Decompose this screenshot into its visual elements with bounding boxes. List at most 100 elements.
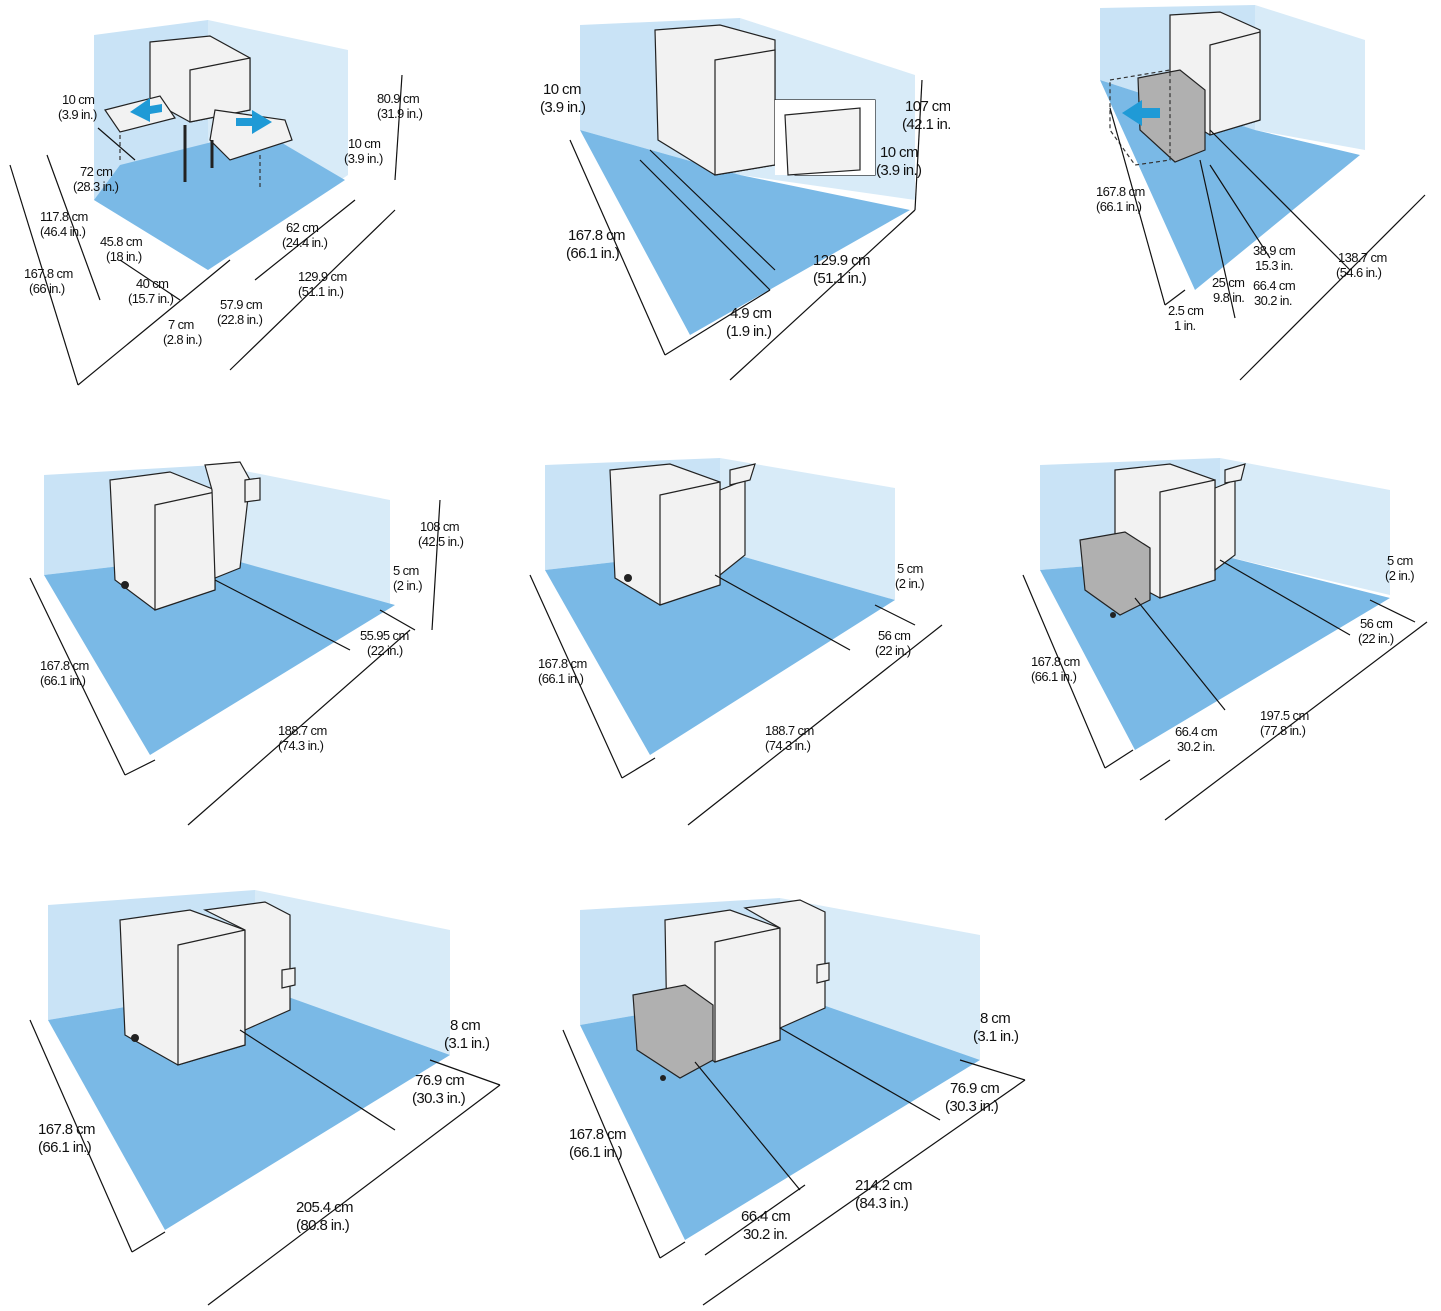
dimension-lines xyxy=(569,79,923,381)
printer-illustration xyxy=(1109,11,1261,166)
dim-label: 167.8 cm xyxy=(538,656,587,671)
dim-label: 66.4 cm xyxy=(1253,278,1295,293)
dim-label: 72 cm xyxy=(80,164,112,179)
dim-label: 62 cm xyxy=(286,220,318,235)
dim-label: 7 cm xyxy=(168,317,194,332)
dim-sub: (80.8 in.) xyxy=(296,1217,350,1234)
printer-illustration xyxy=(609,463,756,606)
dim-label: 129.9 cm xyxy=(298,269,347,284)
dim-sub: (24.4 in.) xyxy=(282,235,328,250)
dim-label: 66.4 cm xyxy=(1175,724,1217,739)
dim-label: 56 cm xyxy=(878,628,910,643)
dim-label: 10 cm xyxy=(880,144,918,161)
dim-sub: (3.1 in.) xyxy=(973,1028,1019,1045)
diagram-printer-with-finisher-and-hcf: 5 cm (2 in.) 56 cm (22 in.) 167.8 cm (66… xyxy=(1015,450,1441,840)
dimension-labels: 8 cm (3.1 in.) 76.9 cm (30.3 in.) 167.8 … xyxy=(38,1017,491,1234)
dim-sub: 15.3 in. xyxy=(1255,258,1293,273)
dimension-labels: 108 cm (42.5 in.) 5 cm (2 in.) 55.95 cm … xyxy=(40,519,464,753)
diagram-base-printer-trays: 10 cm (3.9 in.) 80.9 cm (31.9 in.) 72 cm… xyxy=(0,0,470,400)
dim-label: 5 cm xyxy=(393,563,419,578)
diagram-printer-with-booklet-finisher: 8 cm (3.1 in.) 76.9 cm (30.3 in.) 167.8 … xyxy=(0,880,520,1311)
dim-label: 197.5 cm xyxy=(1260,708,1309,723)
dim-sub: (2.8 in.) xyxy=(163,332,202,347)
diagram-printer-with-tray-module: 10 cm (3.9 in.) 107 cm (42.1 in.) 10 cm … xyxy=(530,0,950,400)
dimension-lines xyxy=(29,1019,501,1306)
dim-label: 76.9 cm xyxy=(950,1080,999,1097)
dim-sub: 30.2 in. xyxy=(743,1226,787,1243)
dimension-lines xyxy=(9,74,403,386)
dim-sub: (3.1 in.) xyxy=(444,1035,490,1052)
dim-label: 25 cm xyxy=(1212,275,1244,290)
dim-label: 138.7 cm xyxy=(1338,250,1387,265)
dimension-lines xyxy=(29,499,441,826)
dim-sub: (66.1 in.) xyxy=(1031,669,1077,684)
dim-label: 188.7 cm xyxy=(765,723,814,738)
dim-label: 5 cm xyxy=(1387,553,1413,568)
dimension-lines xyxy=(1109,107,1426,381)
dim-label: 167.8 cm xyxy=(40,658,89,673)
dim-sub: (1.9 in.) xyxy=(726,323,772,340)
dim-label: 56 cm xyxy=(1360,616,1392,631)
dim-sub: (66.1 in.) xyxy=(1096,199,1142,214)
dim-label: 167.8 cm xyxy=(568,227,625,244)
dim-label: 5 cm xyxy=(897,561,923,576)
dim-sub: (84.3 in.) xyxy=(855,1195,909,1212)
dim-sub: 30.2 in. xyxy=(1177,739,1215,754)
dim-label: 8 cm xyxy=(980,1010,1010,1027)
dim-label: 214.2 cm xyxy=(855,1177,912,1194)
dim-label: 167.8 cm xyxy=(1096,184,1145,199)
dim-sub: (66.1 in.) xyxy=(538,671,584,686)
dim-sub: (30.3 in.) xyxy=(412,1090,466,1107)
blue-arrows xyxy=(130,98,272,134)
dim-sub: (74.3 in.) xyxy=(765,738,811,753)
dim-sub: (54.6 in.) xyxy=(1336,265,1382,280)
dim-sub: (2 in.) xyxy=(895,576,924,591)
dimension-labels: 5 cm (2 in.) 56 cm (22 in.) 167.8 cm (66… xyxy=(1031,553,1415,754)
dim-label: 167.8 cm xyxy=(38,1121,95,1138)
dim-sub: (30.3 in.) xyxy=(945,1098,999,1115)
diagram-printer-with-booklet-finisher-and-hcf: 8 cm (3.1 in.) 76.9 cm (30.3 in.) 167.8 … xyxy=(555,880,1045,1311)
dim-sub: (42.1 in.) xyxy=(902,116,950,133)
dim-label: 8 cm xyxy=(450,1017,480,1034)
printer-illustration xyxy=(1079,463,1246,618)
dim-sub: (66.1 in.) xyxy=(566,245,620,262)
dim-label: 4.9 cm xyxy=(730,305,772,322)
dim-sub: (18 in.) xyxy=(106,249,142,264)
dim-label: 167.8 cm xyxy=(569,1126,626,1143)
dim-label: 108 cm xyxy=(420,519,459,534)
dim-sub: (3.9 in.) xyxy=(58,107,97,122)
dim-label: 80.9 cm xyxy=(377,91,419,106)
dim-label: 129.9 cm xyxy=(813,252,870,269)
dim-sub: (22 in.) xyxy=(1358,631,1394,646)
dim-label: 76.9 cm xyxy=(415,1072,464,1089)
dim-label: 40 cm xyxy=(136,276,168,291)
dim-sub: (2 in.) xyxy=(393,578,422,593)
dim-label: 55.95 cm xyxy=(360,628,409,643)
dim-sub: (28.3 in.) xyxy=(73,179,119,194)
dim-sub: (15.7 in.) xyxy=(128,291,174,306)
dim-sub: (77.8 in.) xyxy=(1260,723,1306,738)
dim-sub: 1 in. xyxy=(1174,318,1196,333)
dim-sub: (51.1 in.) xyxy=(298,284,344,299)
dim-sub: (2 in.) xyxy=(1385,568,1414,583)
dim-sub: (66 in.) xyxy=(29,281,65,296)
dim-sub: (74.3 in.) xyxy=(278,738,324,753)
diagram-printer-with-bin-finisher: 5 cm (2 in.) 56 cm (22 in.) 167.8 cm (66… xyxy=(510,450,950,840)
dim-label: 10 cm xyxy=(62,92,94,107)
dim-label: 10 cm xyxy=(348,136,380,151)
diagram-printer-with-office-finisher: 108 cm (42.5 in.) 5 cm (2 in.) 55.95 cm … xyxy=(0,450,480,840)
dim-sub: (51.1 in.) xyxy=(813,270,867,287)
dim-sub: (3.9 in.) xyxy=(540,99,586,116)
dim-sub: (22 in.) xyxy=(367,643,403,658)
dimension-labels: 5 cm (2 in.) 56 cm (22 in.) 167.8 cm (66… xyxy=(538,561,925,753)
dim-sub: (42.5 in.) xyxy=(418,534,464,549)
dim-sub: (31.9 in.) xyxy=(377,106,423,121)
diagram-printer-with-hcf: 167.8 cm (66.1 in.) 38.9 cm 15.3 in. 138… xyxy=(1060,0,1441,400)
printer-illustration xyxy=(109,461,261,611)
printer-illustration xyxy=(119,901,296,1066)
dim-sub: (22 in.) xyxy=(875,643,911,658)
dim-sub: 30.2 in. xyxy=(1254,293,1292,308)
dim-sub: (3.9 in.) xyxy=(344,151,383,166)
dimension-lines xyxy=(562,1027,1026,1306)
dimension-labels: 10 cm (3.9 in.) 107 cm (42.1 in.) 10 cm … xyxy=(540,81,950,340)
